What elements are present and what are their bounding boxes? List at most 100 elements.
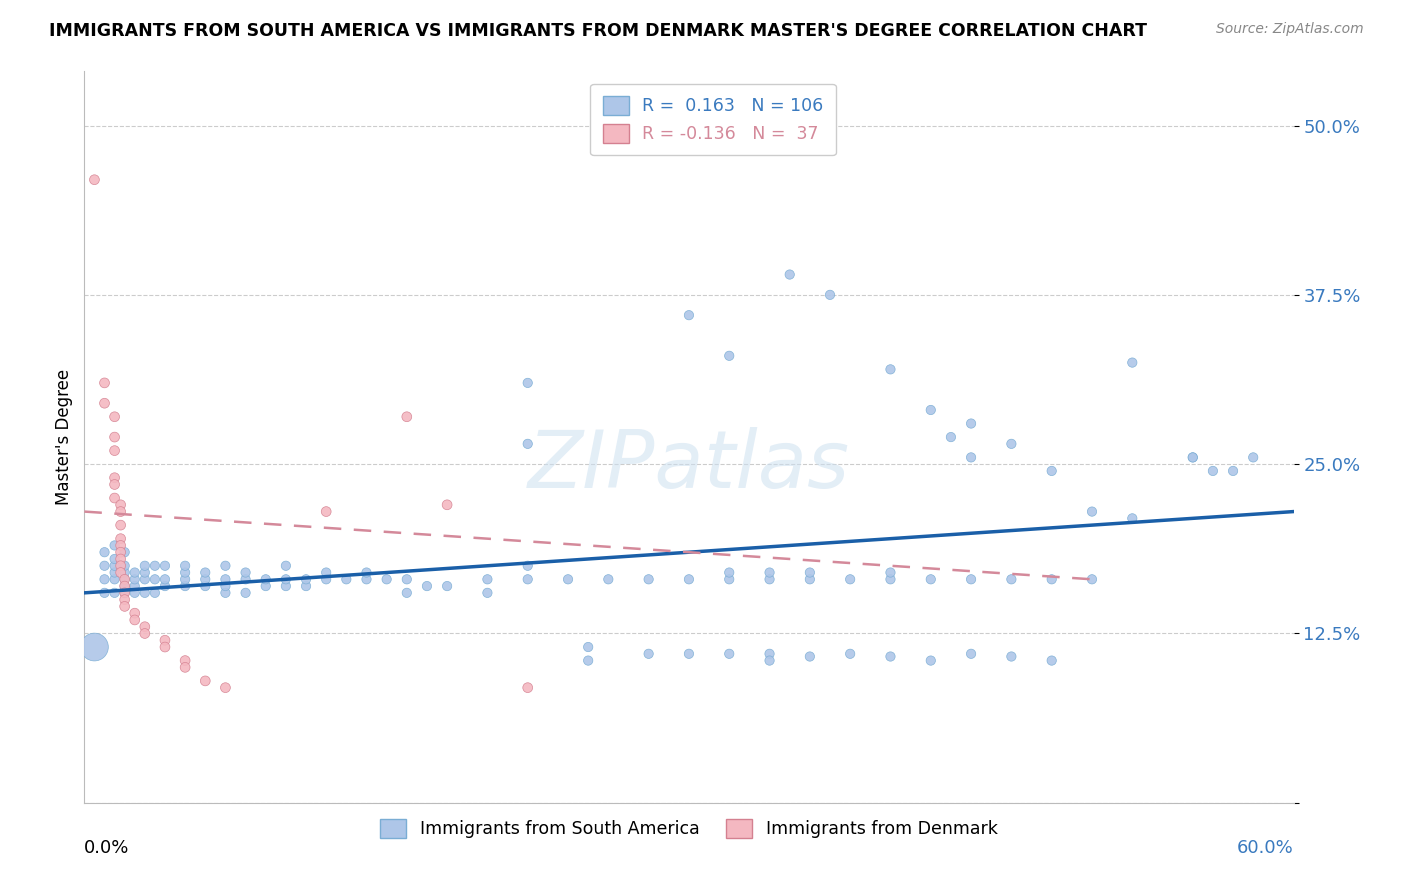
Point (1081, 572, 1104, 586)
Point (124, 572, 146, 586)
Point (254, 572, 277, 586)
Point (879, 362, 901, 376)
Point (153, 579, 176, 593)
Point (1040, 572, 1063, 586)
Point (718, 566, 741, 580)
Point (114, 566, 136, 580)
Point (1241, 450, 1264, 465)
Point (718, 572, 741, 586)
Point (153, 558, 176, 573)
Point (779, 268, 801, 282)
Point (920, 572, 942, 586)
Point (114, 579, 136, 593)
Point (637, 572, 659, 586)
Point (1040, 654, 1063, 668)
Point (758, 566, 780, 580)
Point (315, 566, 337, 580)
Point (110, 498, 132, 512)
Point (235, 586, 257, 600)
Legend: Immigrants from South America, Immigrants from Denmark: Immigrants from South America, Immigrant… (373, 812, 1005, 846)
Point (114, 572, 136, 586)
Point (960, 647, 983, 661)
Point (124, 566, 146, 580)
Point (93, 558, 115, 573)
Point (839, 647, 862, 661)
Point (104, 538, 127, 552)
Point (104, 586, 127, 600)
Point (134, 586, 156, 600)
Point (274, 572, 297, 586)
Point (104, 566, 127, 580)
Point (295, 572, 318, 586)
Point (818, 288, 841, 302)
Text: 0.0%: 0.0% (84, 839, 129, 857)
Point (104, 443, 127, 458)
Point (214, 586, 236, 600)
Point (235, 572, 257, 586)
Point (395, 586, 418, 600)
Point (375, 572, 398, 586)
Point (93, 545, 115, 559)
Point (1202, 464, 1225, 478)
Point (637, 647, 659, 661)
Point (110, 552, 132, 566)
Point (114, 586, 136, 600)
Point (110, 566, 132, 580)
Point (799, 649, 821, 664)
Text: IMMIGRANTS FROM SOUTH AMERICA VS IMMIGRANTS FROM DENMARK MASTER'S DEGREE CORRELA: IMMIGRANTS FROM SOUTH AMERICA VS IMMIGRA… (49, 22, 1147, 40)
Point (174, 566, 197, 580)
Point (124, 579, 146, 593)
Text: 60.0%: 60.0% (1237, 839, 1294, 857)
Point (93, 586, 115, 600)
Point (1222, 464, 1244, 478)
Point (1081, 505, 1104, 519)
Point (920, 654, 942, 668)
Point (254, 579, 277, 593)
Point (110, 538, 132, 552)
Point (960, 572, 983, 586)
Point (1121, 355, 1143, 369)
Y-axis label: Master's Degree: Master's Degree (55, 369, 73, 505)
Point (1000, 572, 1022, 586)
Point (235, 566, 257, 580)
Point (143, 572, 166, 586)
Point (104, 572, 127, 586)
Point (758, 654, 780, 668)
Point (104, 491, 127, 505)
Point (110, 505, 132, 519)
Point (83, 172, 105, 186)
Point (1181, 450, 1204, 465)
Point (104, 477, 127, 491)
Point (920, 403, 942, 417)
Point (576, 640, 599, 654)
Point (477, 586, 499, 600)
Point (110, 518, 132, 533)
Point (114, 599, 136, 614)
Point (104, 471, 127, 485)
Point (114, 572, 136, 586)
Point (576, 654, 599, 668)
Point (110, 532, 132, 546)
Point (799, 566, 821, 580)
Point (153, 640, 176, 654)
Point (416, 579, 439, 593)
Point (93, 396, 115, 410)
Point (124, 606, 146, 620)
Point (356, 572, 378, 586)
Text: ZIPatlas: ZIPatlas (527, 427, 851, 506)
Point (124, 586, 146, 600)
Point (143, 558, 166, 573)
Point (516, 558, 538, 573)
Point (194, 566, 217, 580)
Point (134, 566, 156, 580)
Point (104, 409, 127, 424)
Point (93, 376, 115, 390)
Point (134, 558, 156, 573)
Point (114, 558, 136, 573)
Point (395, 572, 418, 586)
Point (1000, 437, 1022, 451)
Point (134, 620, 156, 634)
Point (516, 572, 538, 586)
Point (678, 647, 700, 661)
Point (598, 572, 620, 586)
